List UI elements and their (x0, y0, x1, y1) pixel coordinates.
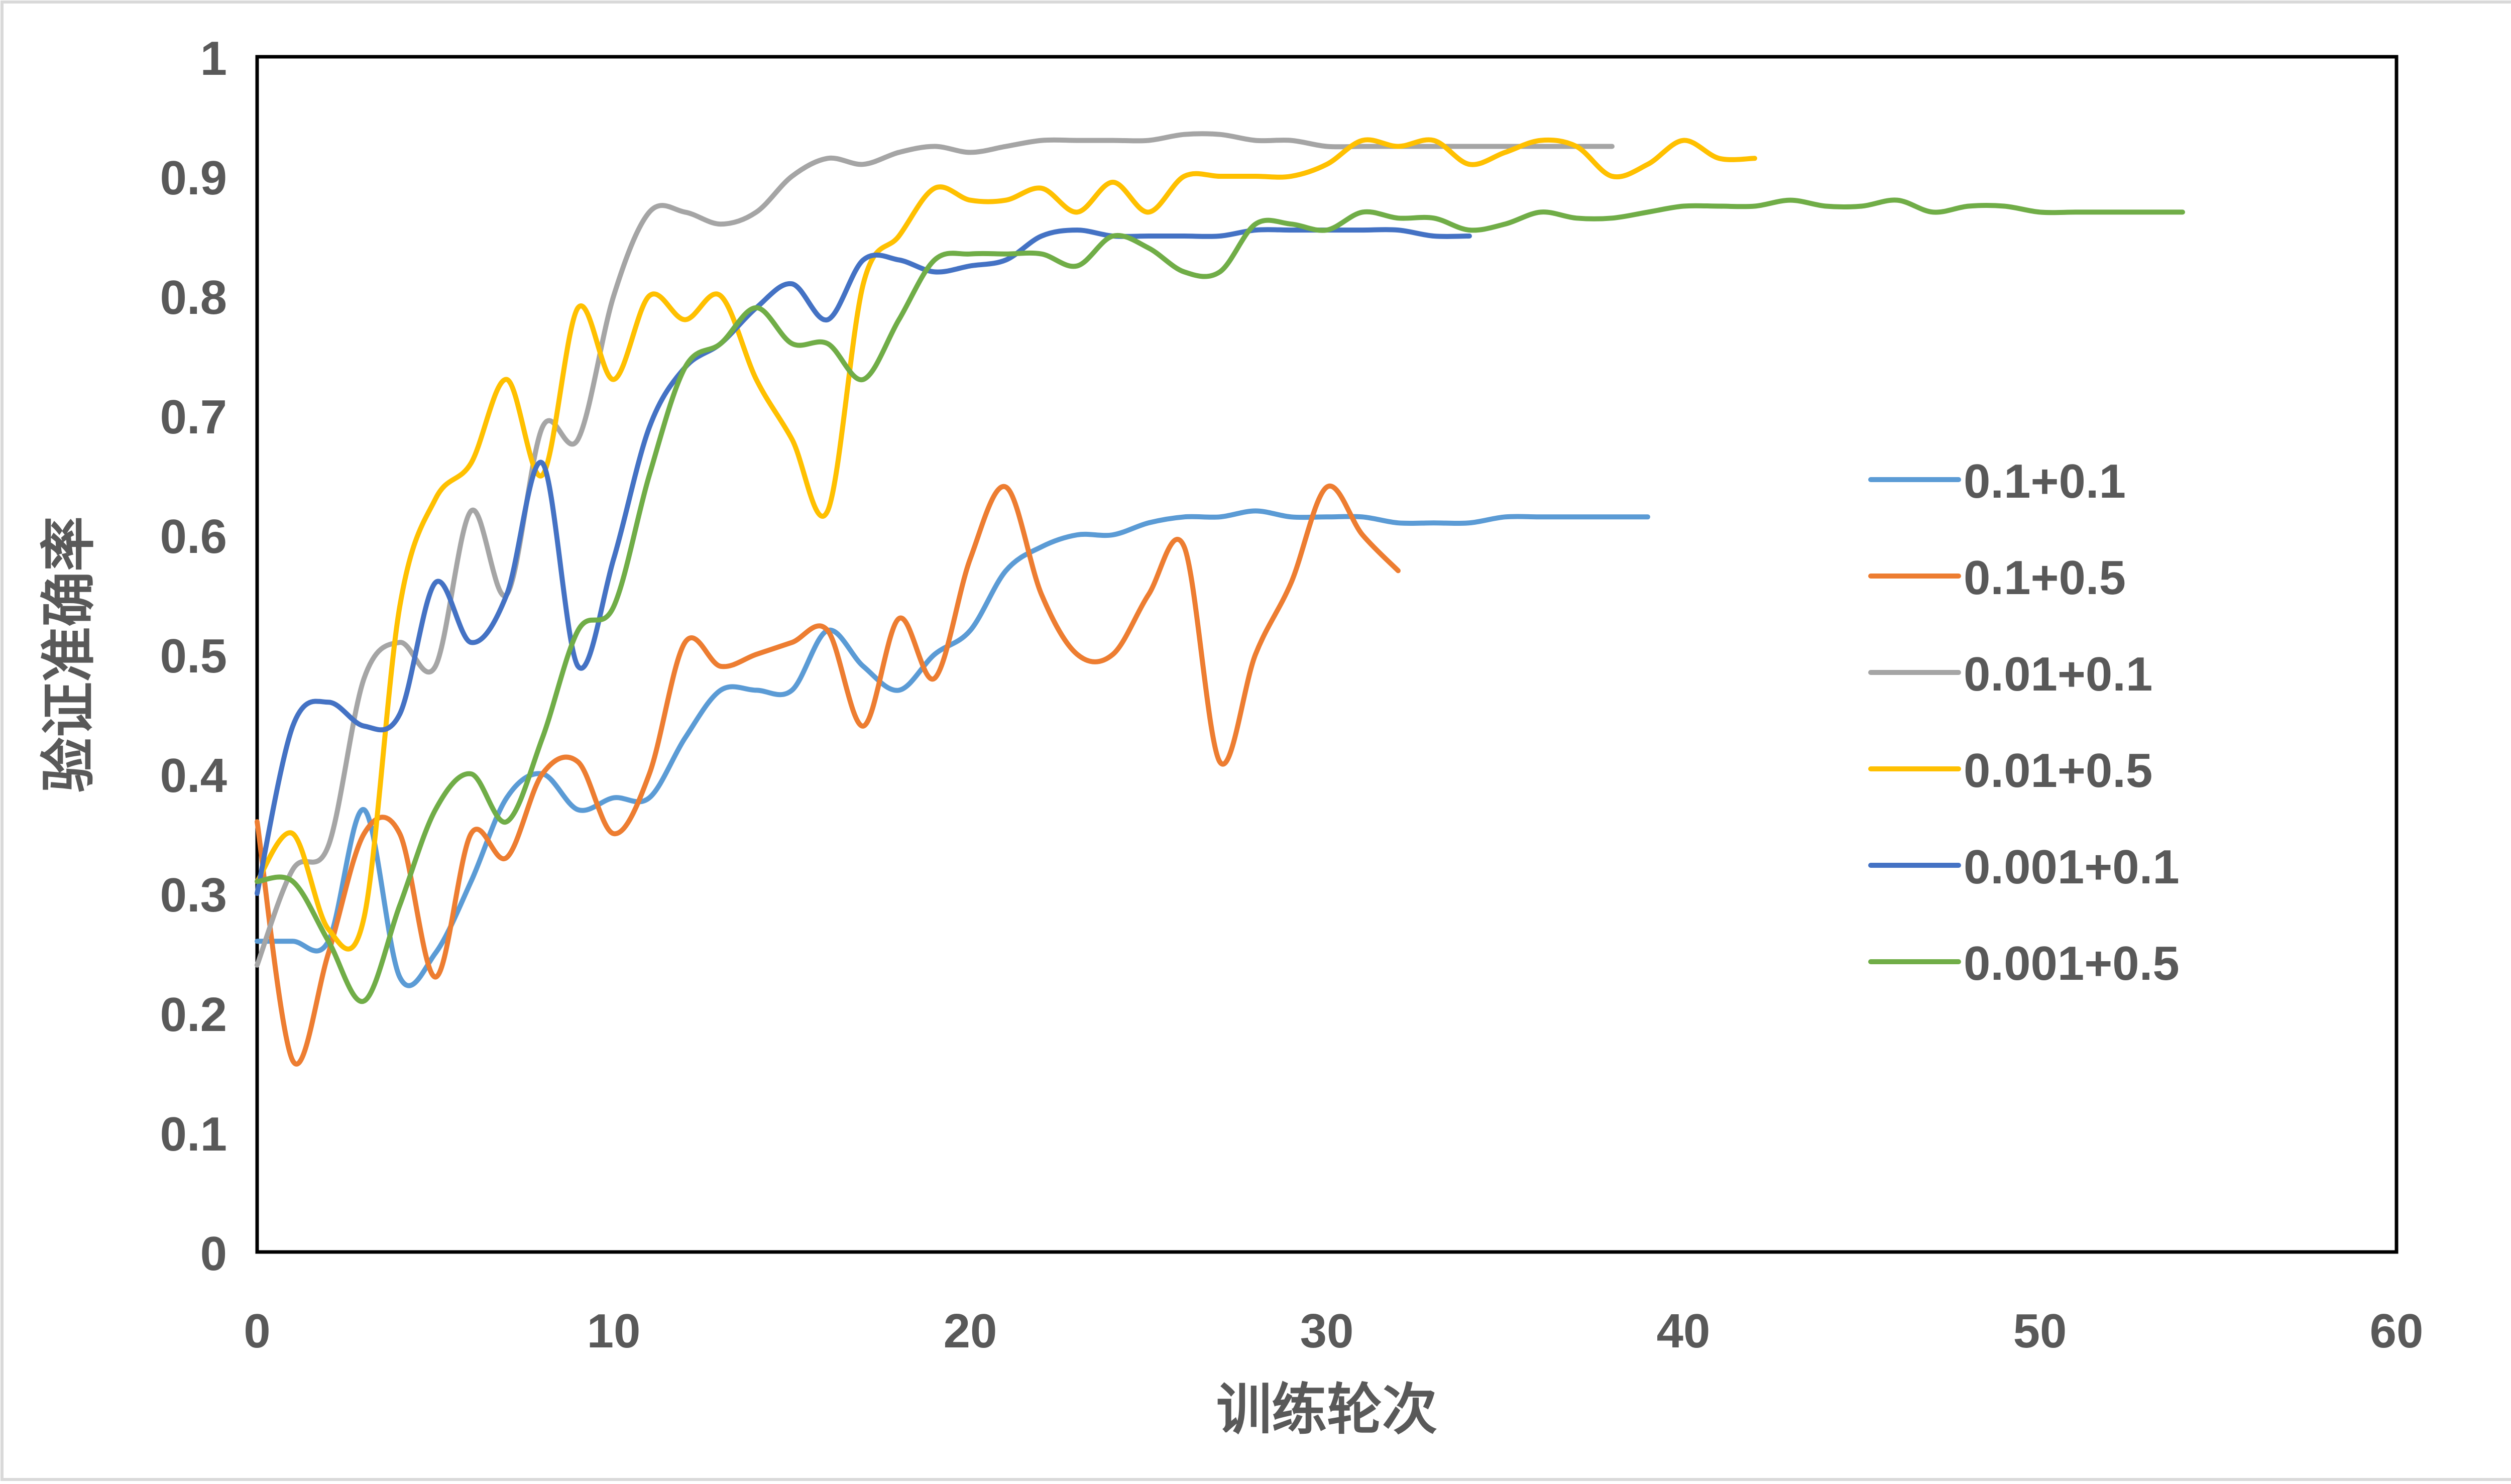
legend-label: 0.001+0.5 (1964, 937, 2180, 990)
y-axis-title: 验证准确率 (38, 516, 100, 792)
legend-label: 0.001+0.1 (1964, 840, 2180, 894)
x-tick-label: 0 (244, 1304, 270, 1358)
x-tick-label: 60 (2370, 1304, 2424, 1358)
legend-item: 0.1+0.5 (1868, 551, 2126, 605)
y-tick-label: 0.4 (160, 749, 227, 803)
x-axis-ticks: 0 10 20 30 40 50 60 (244, 1304, 2423, 1358)
y-tick-label: 0.7 (160, 390, 227, 444)
x-tick-label: 20 (944, 1304, 997, 1358)
y-tick-label: 0.6 (160, 510, 227, 563)
legend-item: 0.01+0.5 (1868, 744, 2152, 797)
series-lines (255, 131, 2185, 1067)
y-tick-label: 0 (200, 1227, 227, 1281)
plot-area-frame (255, 55, 2399, 1254)
x-axis-title: 训练轮次 (1216, 1379, 1437, 1441)
legend-item: 0.01+0.1 (1868, 647, 2152, 701)
series-line-0-01-0-5 (255, 137, 1757, 952)
y-tick-label: 0.8 (160, 271, 227, 324)
legend-item: 0.001+0.5 (1868, 937, 2180, 990)
legend-label: 0.1+0.5 (1964, 551, 2126, 605)
y-tick-label: 1 (200, 32, 227, 85)
x-tick-label: 40 (1657, 1304, 1710, 1358)
y-tick-label: 0.5 (160, 629, 227, 683)
y-tick-label: 0.3 (160, 868, 227, 922)
legend-label: 0.1+0.1 (1964, 454, 2126, 508)
legend-label: 0.01+0.5 (1964, 744, 2152, 797)
legend: 0.1+0.1 0.1+0.5 0.01+0.1 0.01+0.5 0.001+0.1 0… (1868, 454, 2180, 990)
x-tick-label: 30 (1300, 1304, 1354, 1358)
x-tick-label: 50 (2013, 1304, 2067, 1358)
y-tick-label: 0.2 (160, 988, 227, 1042)
y-tick-label: 0.9 (160, 151, 227, 205)
legend-item: 0.001+0.1 (1868, 840, 2180, 894)
y-axis-ticks: 0 0.1 0.2 0.3 0.4 0.5 0.6 0.7 0.8 0.9 1 (160, 32, 227, 1281)
legend-item: 0.1+0.1 (1868, 454, 2126, 508)
legend-label: 0.01+0.1 (1964, 647, 2152, 701)
series-line-0-1-0-5 (255, 483, 1401, 1067)
series-line-0-01-0-1 (255, 131, 1615, 968)
series-line-0-001-0-5 (255, 197, 2185, 1004)
x-tick-label: 10 (587, 1304, 641, 1358)
y-tick-label: 0.1 (160, 1107, 227, 1161)
